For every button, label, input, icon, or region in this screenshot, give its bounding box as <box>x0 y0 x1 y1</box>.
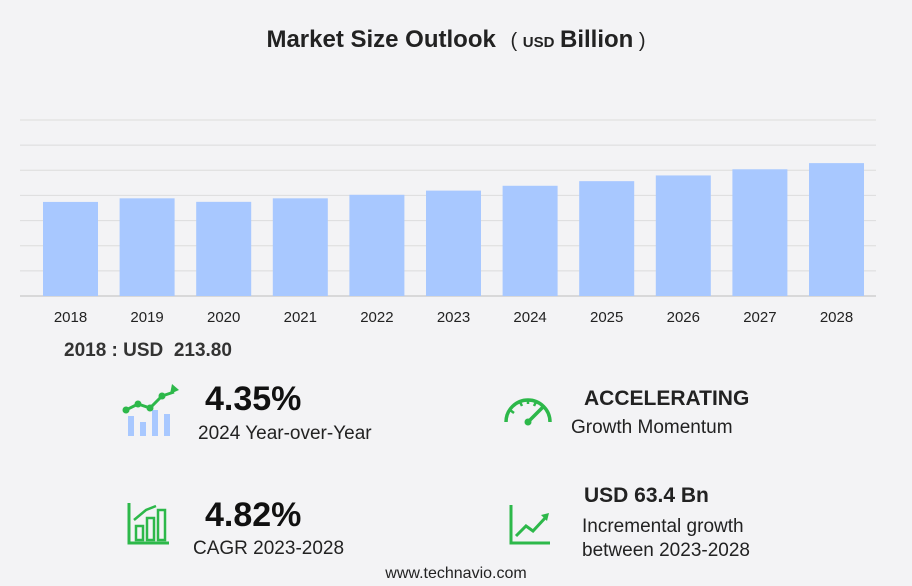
x-tick-label-2019: 2019 <box>130 309 163 326</box>
yoy-growth-caption: 2024 Year-over-Year <box>198 423 372 444</box>
x-tick-label-2021: 2021 <box>284 309 317 326</box>
chart-title-main: Market Size Outlook <box>266 26 496 53</box>
yoy-growth-value: 4.35% <box>205 380 302 418</box>
bar-2028 <box>809 163 864 296</box>
cagr-value: 4.82% <box>205 496 302 534</box>
bar-2020 <box>196 201 252 296</box>
base-year-value: 2018 : USD 213.80 <box>64 340 232 361</box>
footer-url: www.technavio.com <box>385 565 527 582</box>
bar-2026 <box>655 175 711 296</box>
bar-2021 <box>272 198 328 296</box>
chart-title: Market Size Outlook ( USD Billion ) <box>0 26 912 54</box>
x-tick-label-2028: 2028 <box>820 309 853 326</box>
bar-2018 <box>43 201 98 296</box>
incremental-value: USD 63.4 Bn <box>584 484 709 507</box>
momentum-caption: Growth Momentum <box>571 417 733 438</box>
x-tick-label-2020: 2020 <box>207 309 240 326</box>
x-tick-label-2025: 2025 <box>590 309 623 326</box>
x-tick-label-2026: 2026 <box>667 309 700 326</box>
bar-2025 <box>579 181 635 296</box>
bar-2023 <box>426 190 481 296</box>
cagr-caption: CAGR 2023-2028 <box>193 538 345 559</box>
bar-2022 <box>349 194 405 296</box>
incremental-caption-line1: Incremental growth <box>582 516 744 537</box>
bar-chart: 2018 2019 2020 2021 2022 2023 2024 2025 2026 2027… <box>20 119 876 326</box>
momentum-value: ACCELERATING <box>584 387 750 410</box>
bar-2027 <box>732 169 788 296</box>
chart-title-unit: ( USD Billion ) <box>510 26 646 53</box>
line-chart-up-icon <box>509 505 550 545</box>
bar-2024 <box>502 185 558 296</box>
bar-chart-growth-icon <box>127 503 169 545</box>
x-tick-label-2027: 2027 <box>743 309 776 326</box>
x-tick-label-2018: 2018 <box>54 309 87 326</box>
incremental-caption-line2: between 2023-2028 <box>582 540 750 561</box>
bar-2019 <box>119 198 175 296</box>
x-tick-label-2023: 2023 <box>437 309 470 326</box>
x-tick-label-2024: 2024 <box>513 309 546 326</box>
growth-bars-icon <box>122 384 179 436</box>
speedometer-icon <box>504 398 552 426</box>
x-tick-label-2022: 2022 <box>360 309 393 326</box>
